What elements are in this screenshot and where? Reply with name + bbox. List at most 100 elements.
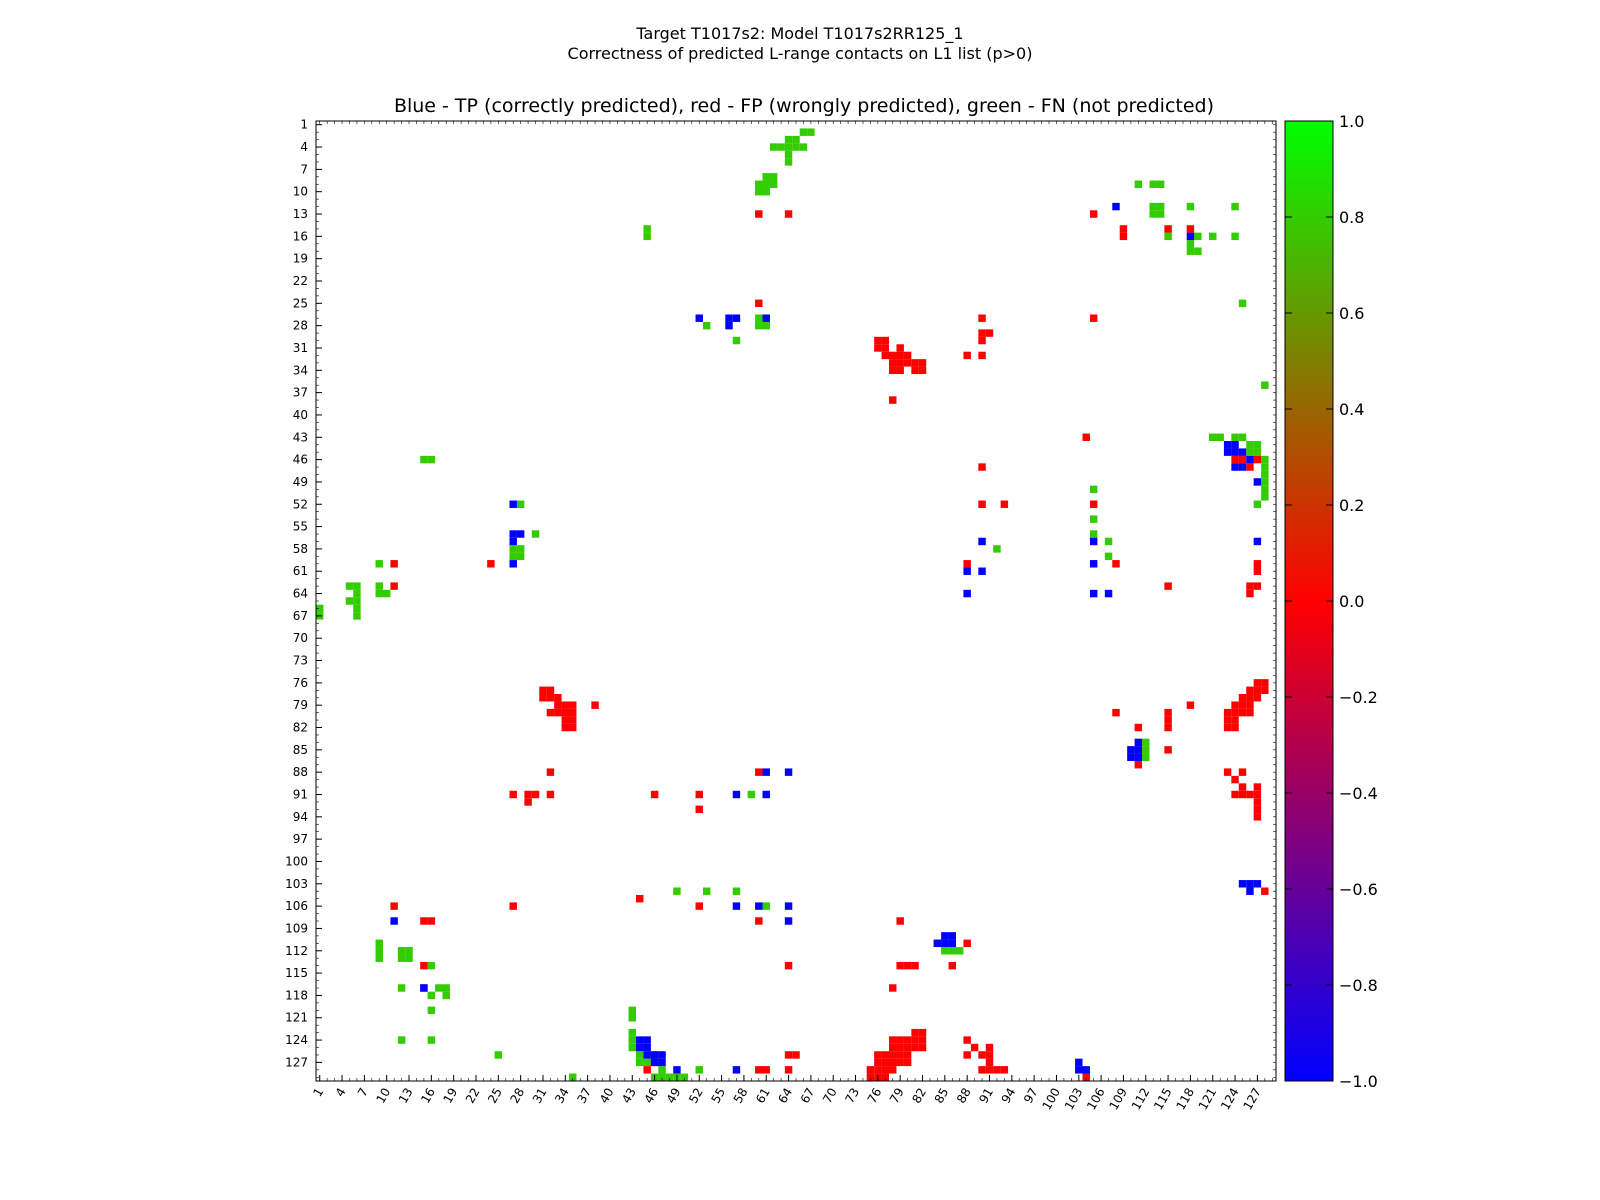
fp-cell <box>889 359 897 367</box>
fn-cell <box>755 321 763 330</box>
fn-cell <box>799 128 808 136</box>
fp-cell <box>1238 790 1247 799</box>
fn-cell <box>643 1058 651 1067</box>
fp-cell <box>896 359 904 367</box>
fp-cell <box>911 1043 919 1052</box>
y-tick-label: 109 <box>285 921 308 935</box>
fn-cell <box>769 173 778 181</box>
tp-cell <box>658 1051 666 1059</box>
fn-cell <box>702 321 711 330</box>
fn-cell <box>1089 530 1098 538</box>
tp-cell <box>1082 1066 1090 1074</box>
fn-cell <box>420 455 428 464</box>
tp-cell <box>673 1066 681 1074</box>
tp-cell <box>390 917 398 925</box>
y-tick-label: 112 <box>285 944 308 958</box>
fn-cell <box>1089 515 1098 523</box>
fn-cell <box>807 128 815 136</box>
tp-cell <box>1186 232 1195 241</box>
tp-cell <box>1134 746 1143 754</box>
fp-cell <box>1238 701 1247 709</box>
y-tick-label: 46 <box>293 453 308 467</box>
fp-cell <box>1238 708 1247 717</box>
fp-cell <box>896 351 904 360</box>
y-tick-label: 106 <box>285 899 308 913</box>
y-tick-label: 37 <box>293 386 308 400</box>
fp-cell <box>889 1066 897 1074</box>
x-tick-label: 112 <box>1129 1086 1153 1113</box>
tp-cell <box>941 932 949 940</box>
fp-cell <box>561 716 570 724</box>
fp-cell <box>874 344 882 352</box>
fp-cell <box>1253 560 1262 568</box>
fn-cell <box>658 1073 666 1081</box>
axis-ticks <box>316 121 1276 1081</box>
fn-cell <box>531 530 540 538</box>
fn-cell <box>1186 240 1195 248</box>
contact-cells <box>316 128 1269 1081</box>
fp-cell <box>978 329 986 337</box>
fp-cell <box>1246 463 1254 471</box>
fp-cell <box>1246 582 1254 590</box>
fp-cell <box>993 1066 1001 1074</box>
y-tick-label: 49 <box>293 475 308 489</box>
fp-cell <box>1253 686 1262 695</box>
colorbar-tick-label: 0.2 <box>1339 496 1364 515</box>
fp-cell <box>1253 567 1262 575</box>
fp-cell <box>881 1066 890 1074</box>
fn-cell <box>516 500 525 508</box>
chart-title-line-1: Target T1017s2: Model T1017s2RR125_1 <box>636 24 964 43</box>
fn-cell <box>382 589 391 598</box>
fp-cell <box>985 1043 994 1052</box>
fp-cell <box>1119 232 1128 241</box>
tp-cell <box>1246 887 1254 895</box>
fn-cell <box>375 939 383 948</box>
tp-cell <box>948 932 956 940</box>
y-tick-label: 31 <box>293 341 308 355</box>
tp-cell <box>1253 478 1262 486</box>
fp-cell <box>963 939 971 948</box>
fp-cell <box>889 1058 897 1067</box>
fp-cell <box>1223 768 1232 776</box>
fp-cell <box>546 790 555 799</box>
tp-cell <box>948 939 956 948</box>
tp-cell <box>1253 537 1262 546</box>
fp-cell <box>881 1058 890 1067</box>
y-tick-label: 19 <box>293 252 308 266</box>
x-tick-label: 28 <box>507 1086 527 1106</box>
fp-cell <box>1261 679 1269 687</box>
tp-cell <box>509 500 517 508</box>
fn-cell <box>1261 381 1269 389</box>
fn-cell <box>427 961 436 970</box>
x-tick-label: 85 <box>932 1086 952 1106</box>
fp-cell <box>762 1066 770 1074</box>
fn-cell <box>1149 210 1157 218</box>
fn-cell <box>1231 202 1239 211</box>
fn-cell <box>405 954 413 962</box>
fp-cell <box>755 210 763 218</box>
fp-cell <box>1000 500 1009 508</box>
x-tick-label: 88 <box>954 1086 974 1106</box>
fp-cell <box>546 694 555 702</box>
fn-cell <box>636 1058 644 1067</box>
fn-cell <box>1186 247 1195 255</box>
colorbar-tick-label: −0.8 <box>1339 976 1378 995</box>
fp-cell <box>784 961 793 970</box>
x-tick-label: 58 <box>731 1086 751 1106</box>
fn-cell <box>680 1073 689 1081</box>
fn-cell <box>427 991 436 1000</box>
chart-title-line-2: Correctness of predicted L-range contact… <box>567 44 1033 63</box>
x-tick-label: 25 <box>485 1086 505 1106</box>
fp-cell <box>1186 225 1195 233</box>
fp-cell <box>896 961 904 970</box>
fn-cell <box>993 545 1001 553</box>
tp-cell <box>1223 441 1232 449</box>
fn-cell <box>1231 232 1239 241</box>
fn-cell <box>762 173 770 181</box>
tp-cell <box>762 314 770 322</box>
x-tick-label: 13 <box>396 1086 416 1106</box>
fp-cell <box>390 560 398 568</box>
tp-cell <box>1134 738 1143 747</box>
tp-cell <box>762 790 770 799</box>
y-tick-label: 34 <box>293 363 308 377</box>
